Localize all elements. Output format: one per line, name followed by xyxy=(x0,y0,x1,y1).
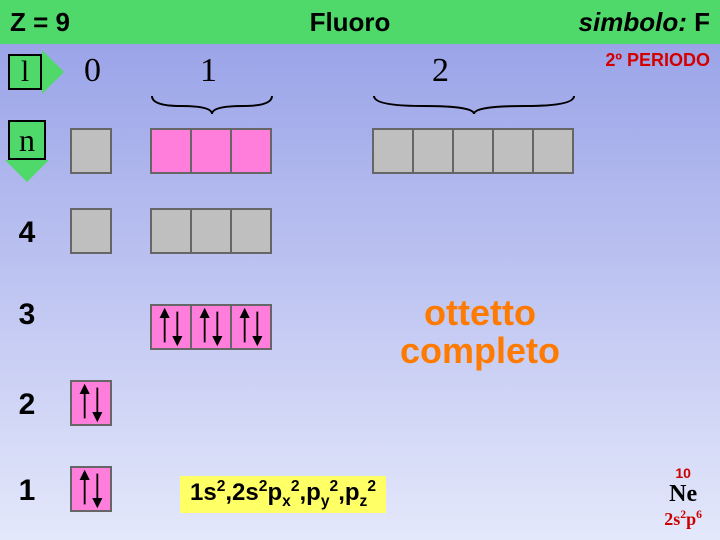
l-value-1: 1 xyxy=(200,52,217,90)
orb-2px xyxy=(150,304,192,350)
symbol-prefix: simbolo: xyxy=(579,7,687,37)
diagram-area: 2º PERIODO l n 0 1 2 4 3 2 1 xyxy=(0,44,720,540)
n-letter: n xyxy=(19,122,35,159)
l-letter: l xyxy=(21,55,29,89)
orb-4s xyxy=(70,128,110,174)
ottetto-label: ottetto completo xyxy=(400,294,560,370)
electron-config: 1s2,2s2px2,py2,pz2 xyxy=(180,476,386,513)
brace-p xyxy=(150,94,274,116)
element-symbol: F xyxy=(694,7,710,37)
atomic-number: Z = 9 xyxy=(10,7,210,38)
orb-3p xyxy=(150,208,270,254)
orb-3s xyxy=(70,208,110,254)
row-2: 2 xyxy=(12,388,42,422)
brace-d xyxy=(372,94,576,116)
n-axis-arrow: n xyxy=(8,120,49,182)
element-name: Fluoro xyxy=(210,7,490,38)
row-1: 1 xyxy=(12,474,42,508)
neon-config: 2s2p6 xyxy=(664,508,702,530)
orb-2p xyxy=(150,304,270,350)
ottetto-line2: completo xyxy=(400,332,560,370)
l-axis-arrow: l xyxy=(8,50,64,94)
l-value-0: 0 xyxy=(84,52,101,90)
orb-2pz xyxy=(230,304,272,350)
row-4: 4 xyxy=(12,216,42,250)
neon-box: 10 Ne 2s2p6 xyxy=(664,465,702,530)
orb-4p xyxy=(150,128,270,174)
orb-2s xyxy=(70,380,110,426)
orb-4d xyxy=(372,128,572,174)
orb-2py xyxy=(190,304,232,350)
ottetto-line1: ottetto xyxy=(400,294,560,332)
orb-1s xyxy=(70,466,110,512)
row-3: 3 xyxy=(12,298,42,332)
l-value-2: 2 xyxy=(432,52,449,90)
symbol-label: simbolo: F xyxy=(490,7,710,38)
neon-el: Ne xyxy=(664,481,702,508)
neon-z: 10 xyxy=(664,465,702,481)
header-bar: Z = 9 Fluoro simbolo: F xyxy=(0,0,720,44)
period-label: 2º PERIODO xyxy=(605,50,710,71)
